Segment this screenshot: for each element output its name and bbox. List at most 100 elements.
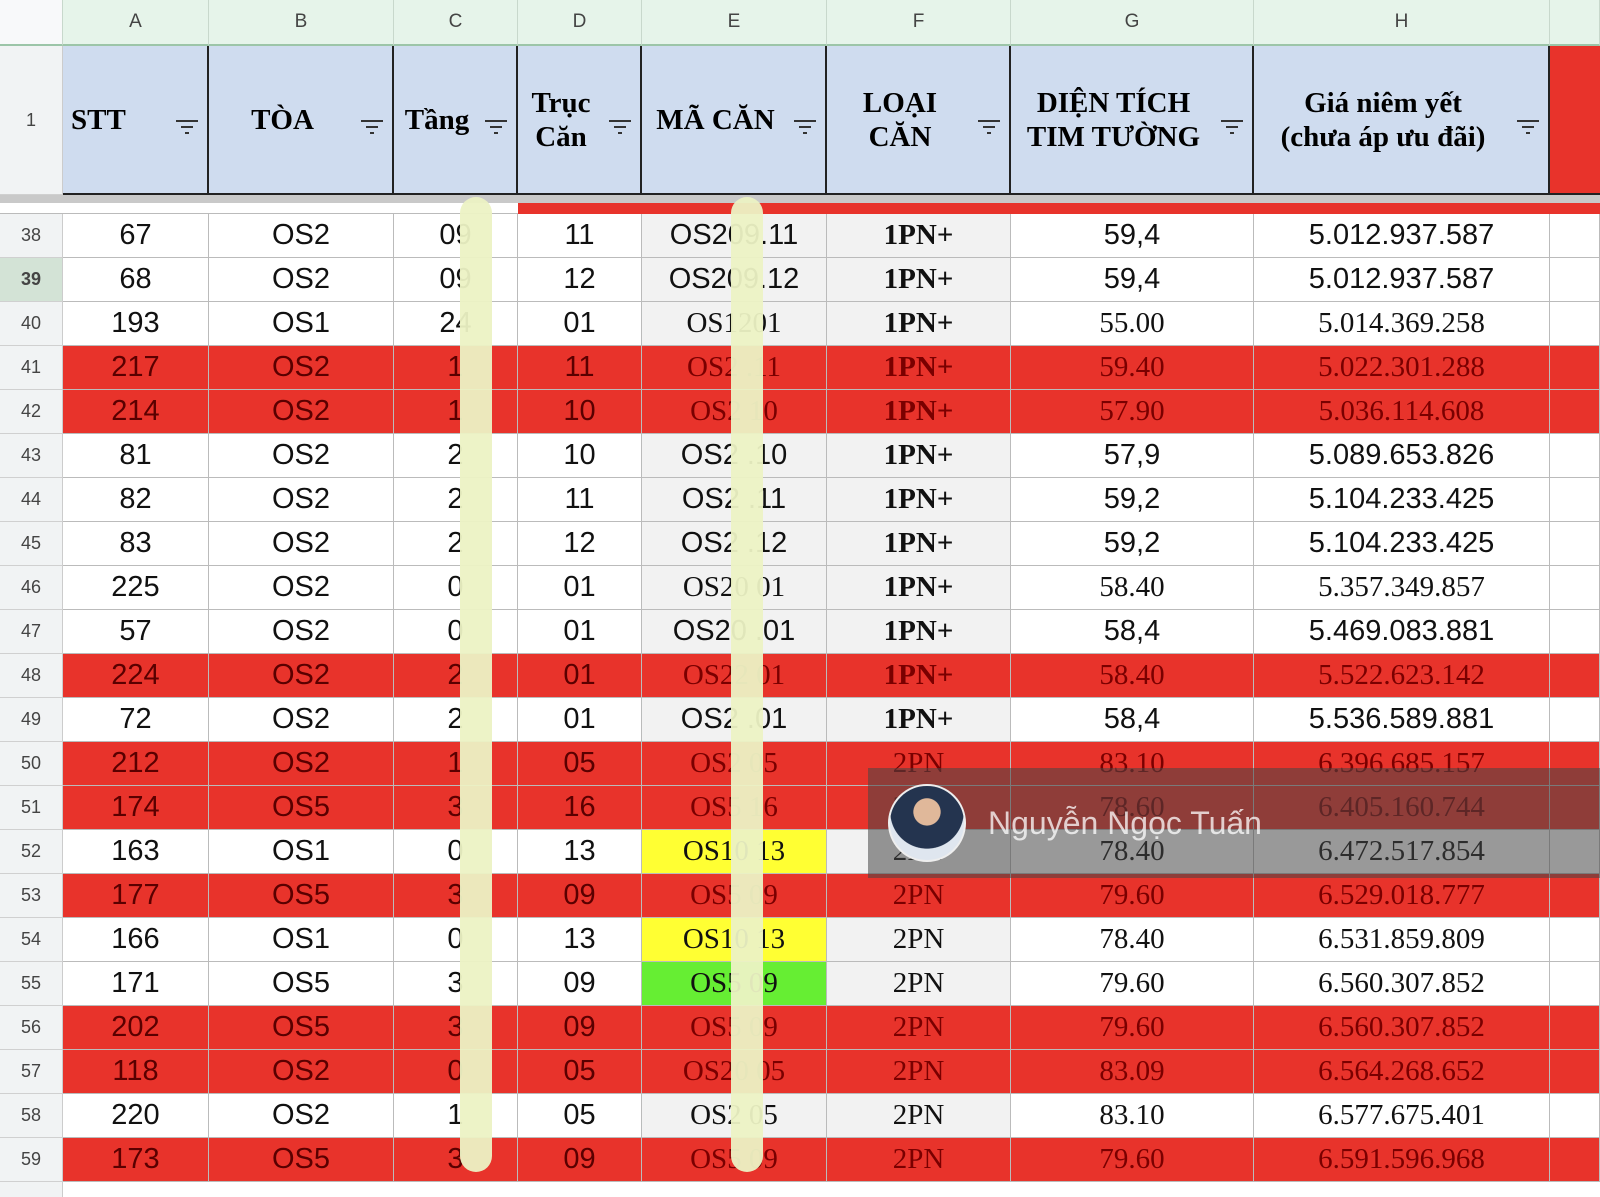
cell[interactable]: 6.577.675.401 (1254, 1094, 1550, 1138)
cell[interactable]: 58.40 (1011, 654, 1254, 698)
cell[interactable]: OS2 (209, 390, 394, 434)
cell[interactable] (1550, 522, 1600, 566)
cell[interactable]: 5.522.623.142 (1254, 654, 1550, 698)
cell[interactable]: 10 (518, 434, 642, 478)
cell[interactable] (1550, 698, 1600, 742)
row-number[interactable]: 44 (0, 478, 63, 522)
cell[interactable]: 09 (394, 214, 518, 258)
cell[interactable]: OS1 (209, 830, 394, 874)
cell[interactable]: 1PN+ (827, 302, 1011, 346)
cell[interactable]: 217 (63, 346, 209, 390)
cell[interactable]: 59,2 (1011, 478, 1254, 522)
row-number[interactable]: 55 (0, 962, 63, 1006)
cell[interactable]: 5.012.937.587 (1254, 214, 1550, 258)
cell[interactable]: 79.60 (1011, 1138, 1254, 1182)
row-number[interactable]: 49 (0, 698, 63, 742)
row-number[interactable]: 58 (0, 1094, 63, 1138)
cell[interactable]: 2 (394, 522, 518, 566)
column-letter[interactable]: G (1011, 0, 1254, 46)
cell[interactable]: 1PN+ (827, 566, 1011, 610)
cell[interactable] (1550, 566, 1600, 610)
cell[interactable]: 1PN+ (827, 346, 1011, 390)
cell[interactable]: OS2 (209, 258, 394, 302)
cell[interactable]: 09 (394, 258, 518, 302)
cell[interactable]: 59.40 (1011, 346, 1254, 390)
cell[interactable]: 01 (518, 610, 642, 654)
cell[interactable]: 13 (518, 830, 642, 874)
cell[interactable] (1550, 918, 1600, 962)
cell[interactable]: OS5 (209, 874, 394, 918)
cell[interactable]: 11 (518, 214, 642, 258)
cell[interactable]: OS2 (209, 610, 394, 654)
row-number[interactable]: 45 (0, 522, 63, 566)
cell[interactable]: 05 (518, 1094, 642, 1138)
cell[interactable]: 58,4 (1011, 610, 1254, 654)
cell[interactable]: 6.560.307.852 (1254, 962, 1550, 1006)
cell[interactable]: OS2 (209, 346, 394, 390)
cell[interactable]: 2PN (827, 918, 1011, 962)
cell[interactable] (1550, 390, 1600, 434)
cell[interactable] (1550, 1138, 1600, 1182)
column-letter[interactable]: E (642, 0, 827, 46)
row-number[interactable]: 41 (0, 346, 63, 390)
cell[interactable]: 2PN (827, 1006, 1011, 1050)
cell[interactable]: 01 (518, 302, 642, 346)
cell[interactable]: 5.022.301.288 (1254, 346, 1550, 390)
cell[interactable] (1550, 654, 1600, 698)
cell[interactable]: 05 (518, 1050, 642, 1094)
column-letter[interactable]: A (63, 0, 209, 46)
cell[interactable]: 09 (518, 1138, 642, 1182)
cell[interactable]: OS1 (209, 302, 394, 346)
column-letter[interactable]: H (1254, 0, 1550, 46)
cell[interactable]: OS5 (209, 962, 394, 1006)
column-letter[interactable]: F (827, 0, 1011, 46)
filter-icon[interactable] (175, 110, 199, 144)
cell[interactable]: 11 (518, 346, 642, 390)
cell[interactable]: 0 (394, 918, 518, 962)
cell[interactable]: 79.60 (1011, 962, 1254, 1006)
cell[interactable]: 5.036.114.608 (1254, 390, 1550, 434)
cell[interactable]: 171 (63, 962, 209, 1006)
cell[interactable]: 59,4 (1011, 214, 1254, 258)
cell[interactable]: 166 (63, 918, 209, 962)
cell[interactable]: 2PN (827, 1094, 1011, 1138)
row-number[interactable]: 1 (0, 46, 63, 195)
cell[interactable]: 11 (518, 478, 642, 522)
cell[interactable] (1550, 1050, 1600, 1094)
row-number[interactable]: 39 (0, 258, 63, 302)
row-number[interactable]: 53 (0, 874, 63, 918)
row-number[interactable]: 47 (0, 610, 63, 654)
cell[interactable]: OS2 (209, 742, 394, 786)
cell[interactable]: 2PN (827, 1138, 1011, 1182)
cell[interactable]: 214 (63, 390, 209, 434)
cell[interactable]: 67 (63, 214, 209, 258)
cell[interactable]: 202 (63, 1006, 209, 1050)
filter-icon[interactable] (484, 110, 508, 144)
cell[interactable]: 83.10 (1011, 1094, 1254, 1138)
cell[interactable]: 79.60 (1011, 874, 1254, 918)
cell[interactable]: 16 (518, 786, 642, 830)
cell[interactable]: 58.40 (1011, 566, 1254, 610)
cell[interactable]: OS2 (209, 478, 394, 522)
cell[interactable]: 1PN+ (827, 654, 1011, 698)
cell[interactable]: 224 (63, 654, 209, 698)
row-number[interactable]: 48 (0, 654, 63, 698)
cell[interactable]: 3 (394, 874, 518, 918)
cell[interactable]: 2PN (827, 1050, 1011, 1094)
cell[interactable] (1550, 1094, 1600, 1138)
cell[interactable]: 0 (394, 610, 518, 654)
cell[interactable]: OS2 (209, 214, 394, 258)
cell[interactable]: 1PN+ (827, 390, 1011, 434)
row-number[interactable]: 54 (0, 918, 63, 962)
cell[interactable]: 5.014.369.258 (1254, 302, 1550, 346)
cell[interactable]: OS5 (209, 786, 394, 830)
cell[interactable]: 5.104.233.425 (1254, 478, 1550, 522)
cell[interactable]: 09 (518, 1006, 642, 1050)
cell[interactable]: 57 (63, 610, 209, 654)
cell[interactable]: 57,9 (1011, 434, 1254, 478)
cell[interactable]: 12 (518, 258, 642, 302)
cell[interactable]: 2 (394, 434, 518, 478)
cell[interactable] (1550, 302, 1600, 346)
cell[interactable]: 2PN (827, 962, 1011, 1006)
cell[interactable]: 5.012.937.587 (1254, 258, 1550, 302)
